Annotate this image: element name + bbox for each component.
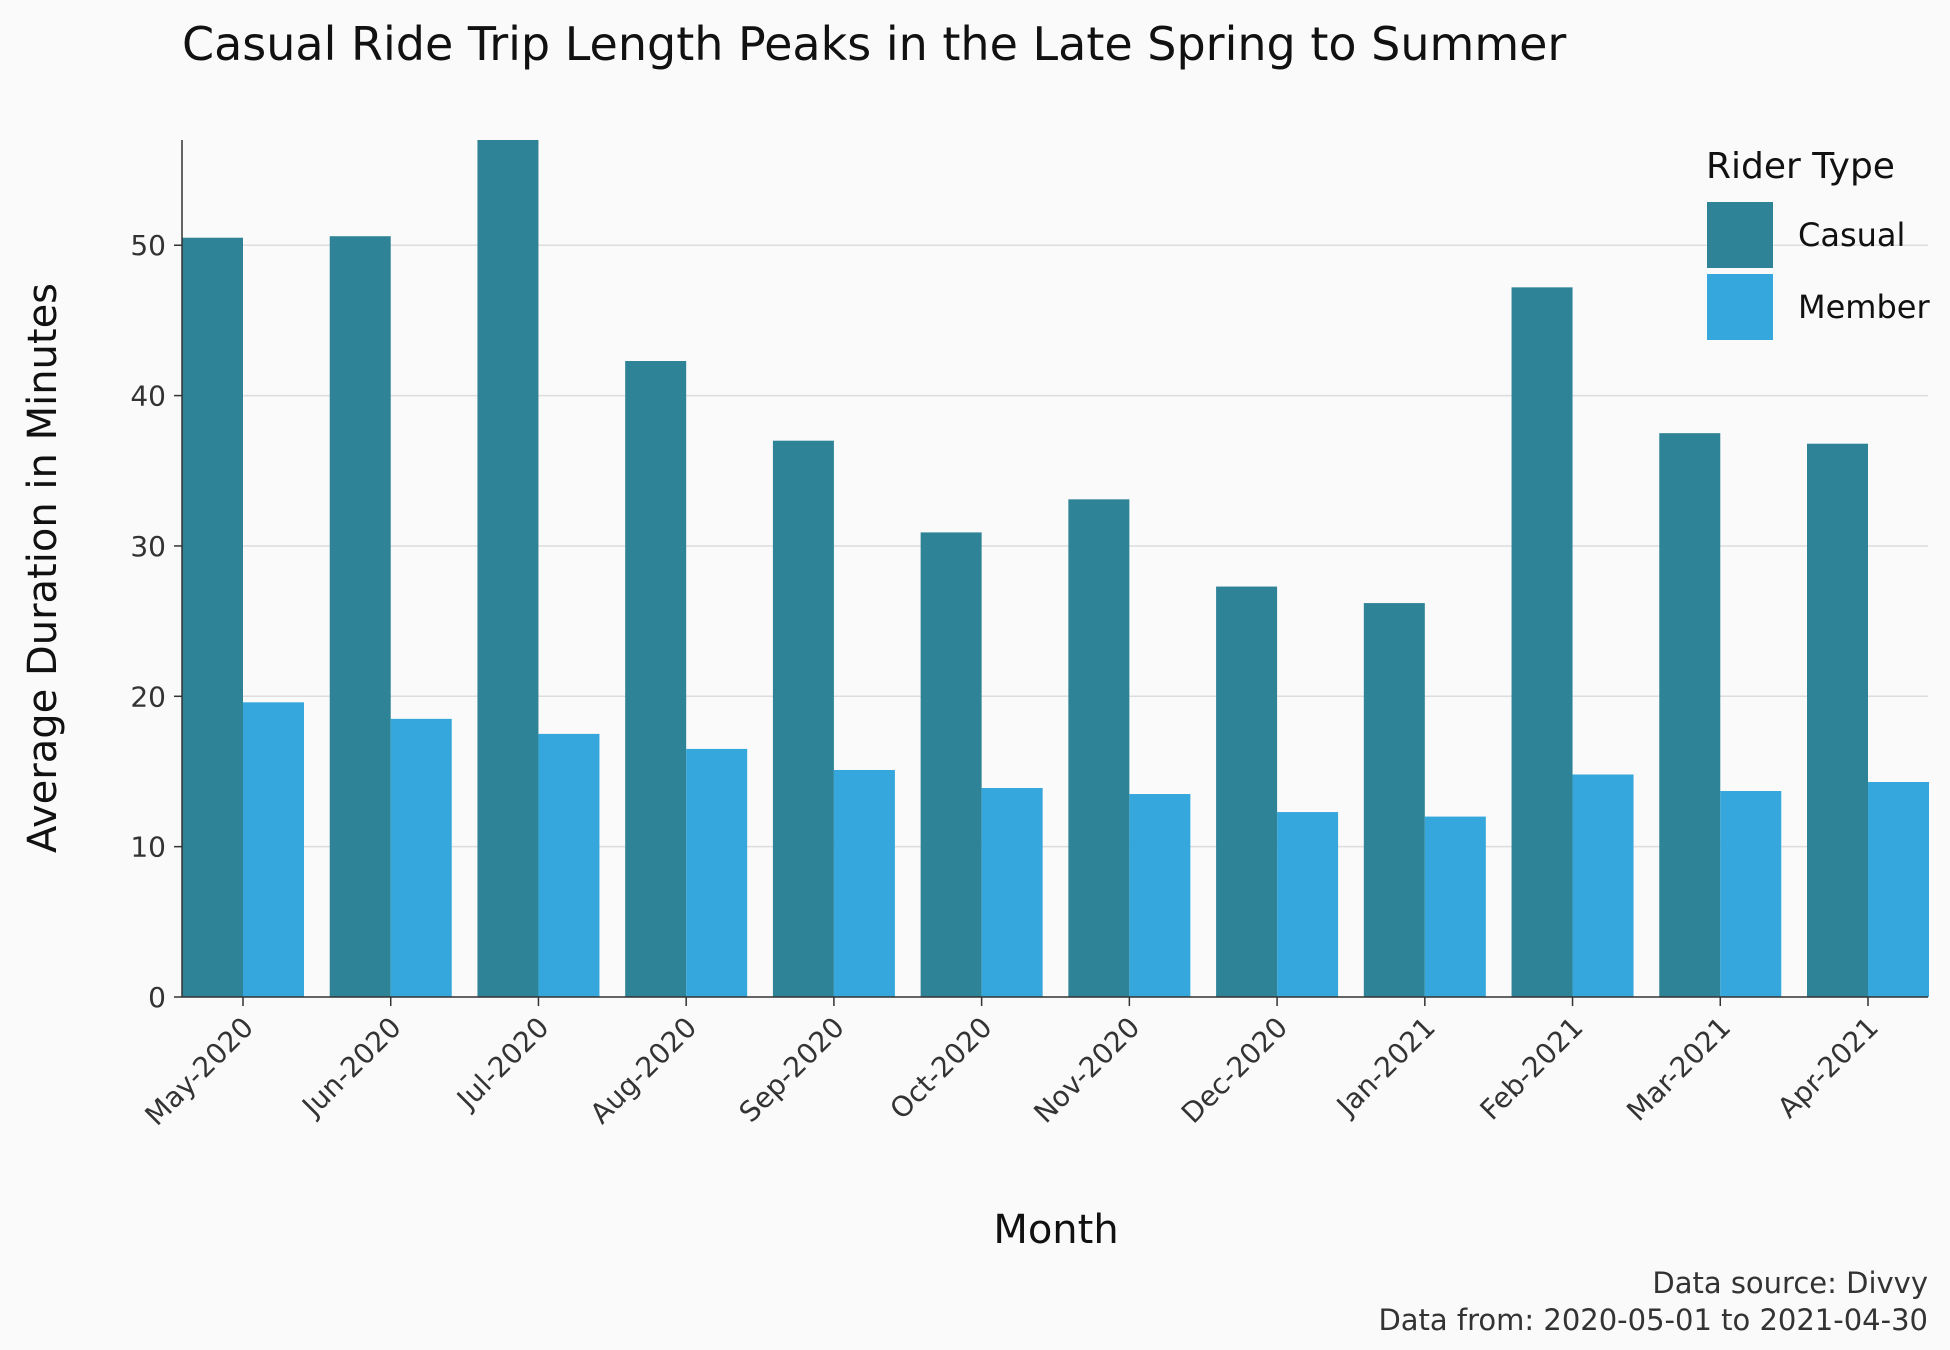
x-tick-label-jan-2021: Jan-2021 <box>1329 1011 1442 1124</box>
bar-casual-oct-2020 <box>920 532 982 997</box>
bar-casual-sep-2020 <box>772 440 834 997</box>
bar-casual-dec-2020 <box>1216 586 1278 997</box>
x-axis-title: Month <box>993 1207 1118 1253</box>
legend-label-member: Member <box>1798 288 1930 326</box>
chart-title: Casual Ride Trip Length Peaks in the Lat… <box>182 17 1566 71</box>
bar-casual-jul-2020 <box>477 140 539 997</box>
x-tick-label-nov-2020: Nov-2020 <box>1027 1011 1146 1130</box>
bar-member-feb-2021 <box>1572 774 1634 997</box>
y-tick-label-20: 20 <box>130 680 166 713</box>
bar-member-nov-2020 <box>1129 794 1191 997</box>
x-tick-label-sep-2020: Sep-2020 <box>733 1011 851 1129</box>
x-tick-label-feb-2021: Feb-2021 <box>1474 1011 1590 1127</box>
legend: Rider Type Casual Member <box>1706 146 1930 340</box>
x-tick-label-oct-2020: Oct-2020 <box>883 1011 998 1126</box>
bars <box>182 140 1929 998</box>
y-tick-label-0: 0 <box>148 981 166 1014</box>
y-tick-labels: 0 10 20 30 40 50 <box>130 229 182 1014</box>
y-axis-title: Average Duration in Minutes <box>20 283 66 853</box>
x-tick-label-dec-2020: Dec-2020 <box>1175 1011 1294 1130</box>
bar-casual-may-2020 <box>182 237 243 997</box>
bar-member-aug-2020 <box>686 748 748 997</box>
legend-swatch-member <box>1707 274 1773 340</box>
x-tick-label-aug-2020: Aug-2020 <box>584 1011 704 1131</box>
bar-member-may-2020 <box>243 702 304 997</box>
y-tick-label-50: 50 <box>130 229 166 262</box>
bar-casual-jan-2021 <box>1363 603 1425 997</box>
gridlines <box>182 244 1928 848</box>
bar-member-dec-2020 <box>1277 812 1339 997</box>
x-tick-label-apr-2021: Apr-2021 <box>1771 1011 1885 1125</box>
bar-casual-jun-2020 <box>329 236 391 998</box>
x-tick-labels: May-2020 Jun-2020 Jul-2020 Aug-2020 Sep-2020… <box>138 997 1885 1132</box>
x-tick-label-mar-2021: Mar-2021 <box>1620 1011 1737 1128</box>
bar-member-sep-2020 <box>833 769 895 997</box>
x-tick-label-jul-2020: Jul-2020 <box>449 1011 555 1117</box>
y-tick-label-30: 30 <box>130 530 166 563</box>
bar-member-jun-2020 <box>390 718 452 997</box>
axes <box>181 140 1928 998</box>
bar-member-jan-2021 <box>1424 816 1486 997</box>
bar-member-mar-2021 <box>1720 791 1782 997</box>
bar-member-oct-2020 <box>981 788 1043 997</box>
legend-title: Rider Type <box>1706 146 1895 187</box>
legend-label-casual: Casual <box>1798 216 1905 254</box>
bar-casual-apr-2021 <box>1807 443 1868 998</box>
bar-casual-mar-2021 <box>1659 433 1721 997</box>
caption-source: Data source: Divvy <box>1652 1266 1928 1300</box>
bar-casual-feb-2021 <box>1511 287 1573 997</box>
bar-casual-nov-2020 <box>1068 499 1130 997</box>
legend-swatch-casual <box>1707 202 1773 268</box>
bar-casual-aug-2020 <box>625 361 687 998</box>
y-tick-label-10: 10 <box>130 831 166 864</box>
bar-member-apr-2021 <box>1868 781 1929 997</box>
x-tick-label-jun-2020: Jun-2020 <box>294 1011 407 1124</box>
caption-date-range: Data from: 2020-05-01 to 2021-04-30 <box>1378 1303 1928 1337</box>
bar-member-jul-2020 <box>538 733 600 997</box>
x-tick-label-may-2020: May-2020 <box>138 1011 259 1132</box>
y-tick-label-40: 40 <box>130 380 166 413</box>
caption: Data source: Divvy Data from: 2020-05-01… <box>1378 1266 1928 1337</box>
